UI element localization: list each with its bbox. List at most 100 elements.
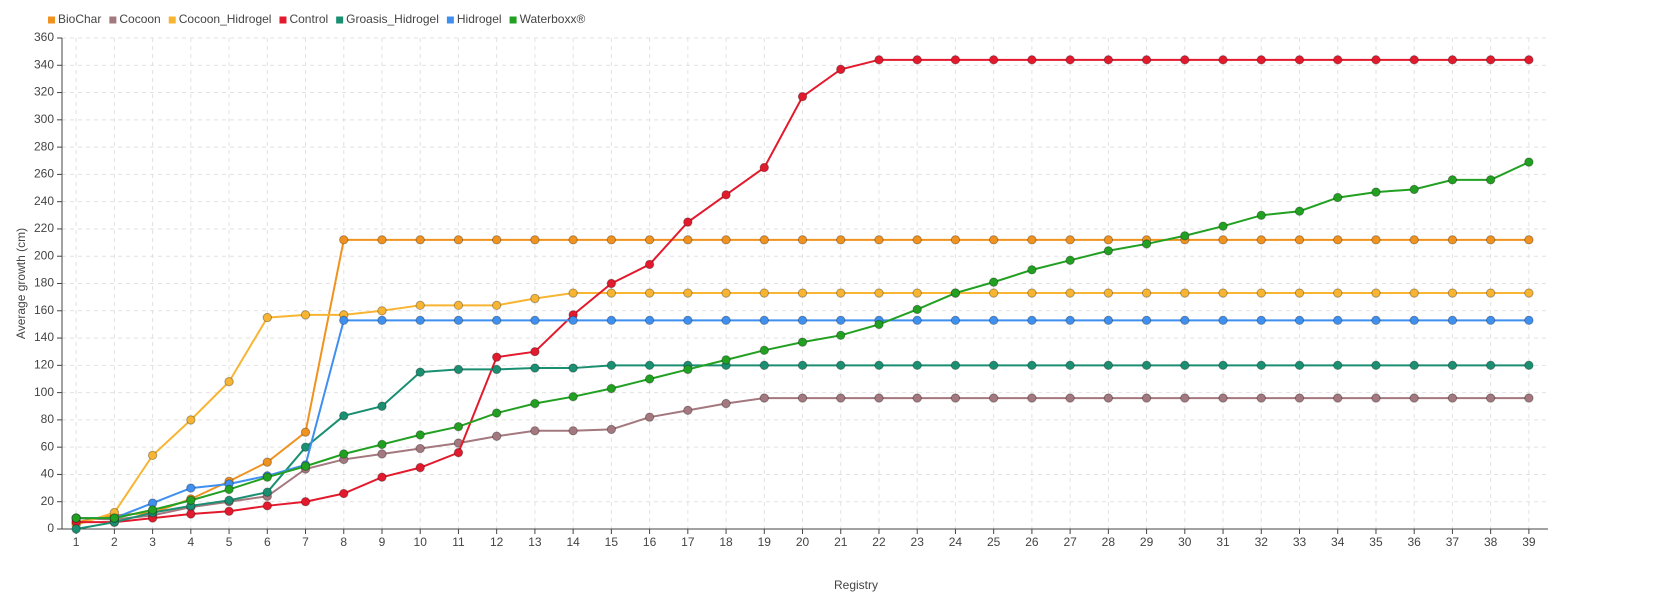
data-point [1524, 315, 1534, 326]
x-tick-label: 6 [264, 535, 271, 549]
x-tick-label: 39 [1522, 535, 1536, 549]
x-tick-label: 29 [1140, 535, 1154, 549]
y-tick-label: 180 [34, 276, 54, 290]
data-point [988, 277, 999, 287]
x-tick-label: 35 [1369, 535, 1383, 549]
data-point [644, 374, 655, 384]
x-tick-label: 34 [1331, 535, 1345, 549]
data-point [759, 288, 769, 298]
data-point [683, 364, 693, 375]
data-point [300, 310, 311, 320]
legend-label: BioChar [58, 12, 101, 26]
data-point [797, 393, 808, 403]
data-point [606, 424, 617, 435]
data-point [339, 488, 349, 499]
data-point [415, 235, 425, 245]
legend-label: Hidrogel [457, 12, 502, 26]
data-point [491, 300, 502, 311]
data-point [988, 55, 999, 65]
data-point [836, 315, 846, 326]
data-point [606, 288, 617, 298]
data-point [1485, 175, 1496, 185]
y-tick-label: 260 [34, 167, 54, 181]
data-point [1371, 288, 1381, 298]
data-point [1141, 239, 1152, 249]
data-point [71, 524, 81, 534]
data-point [1027, 288, 1037, 298]
data-point [1409, 235, 1419, 245]
data-point [1065, 255, 1075, 266]
data-point [224, 495, 234, 506]
data-point [1294, 55, 1305, 65]
x-tick-label: 13 [528, 535, 542, 549]
series [71, 360, 1534, 534]
data-point [377, 401, 387, 411]
data-point [224, 484, 234, 495]
data-point [453, 235, 464, 245]
data-point [988, 360, 999, 371]
data-point [415, 300, 425, 311]
legend-swatch [279, 16, 287, 24]
data-point [1371, 393, 1381, 403]
data-point [415, 367, 425, 377]
x-tick-label: 4 [187, 535, 194, 549]
data-point [147, 505, 158, 515]
data-point [1065, 360, 1075, 371]
data-point [644, 360, 655, 371]
series [71, 315, 1534, 523]
data-point [491, 352, 502, 362]
data-point [874, 360, 884, 371]
data-point [377, 472, 387, 482]
y-tick-label: 340 [34, 57, 54, 71]
data-point [1294, 206, 1305, 216]
x-tick-label: 20 [796, 535, 810, 549]
data-point [1141, 55, 1152, 65]
series [71, 235, 1534, 527]
data-point [1371, 235, 1381, 245]
data-point [568, 288, 578, 298]
data-point [491, 235, 502, 245]
data-point [1103, 235, 1114, 245]
data-point [874, 55, 884, 65]
data-point [683, 235, 693, 245]
data-point [1256, 393, 1266, 403]
data-point [530, 363, 540, 373]
y-tick-label: 200 [34, 248, 54, 262]
data-point [1294, 360, 1305, 371]
data-point [1256, 210, 1266, 221]
data-point [644, 235, 655, 245]
data-point [683, 405, 693, 416]
data-point [1141, 393, 1152, 403]
x-tick-label: 18 [719, 535, 733, 549]
data-point [530, 315, 540, 326]
y-tick-label: 240 [34, 194, 54, 208]
data-point [1447, 360, 1458, 371]
data-point [912, 288, 922, 298]
data-point [1103, 315, 1114, 326]
data-point [797, 315, 808, 326]
data-point [797, 235, 808, 245]
data-point [759, 235, 769, 245]
data-point [683, 315, 693, 326]
data-point [950, 393, 961, 403]
x-tick-label: 28 [1102, 535, 1116, 549]
data-point [1333, 360, 1343, 371]
data-point [1409, 288, 1419, 298]
data-point [1027, 55, 1037, 65]
y-tick-label: 160 [34, 303, 54, 317]
data-point [530, 426, 540, 436]
data-point [1256, 288, 1266, 298]
legend-swatch [336, 16, 344, 24]
y-tick-label: 60 [41, 439, 55, 453]
data-point [1218, 55, 1228, 65]
data-point [721, 398, 731, 409]
y-tick-label: 140 [34, 330, 54, 344]
data-point [1065, 315, 1075, 326]
data-point [1524, 360, 1534, 371]
data-point [1103, 288, 1114, 298]
data-point [377, 306, 387, 316]
data-point [950, 235, 961, 245]
data-point [836, 288, 846, 298]
data-point [300, 461, 311, 471]
data-point [644, 315, 655, 326]
